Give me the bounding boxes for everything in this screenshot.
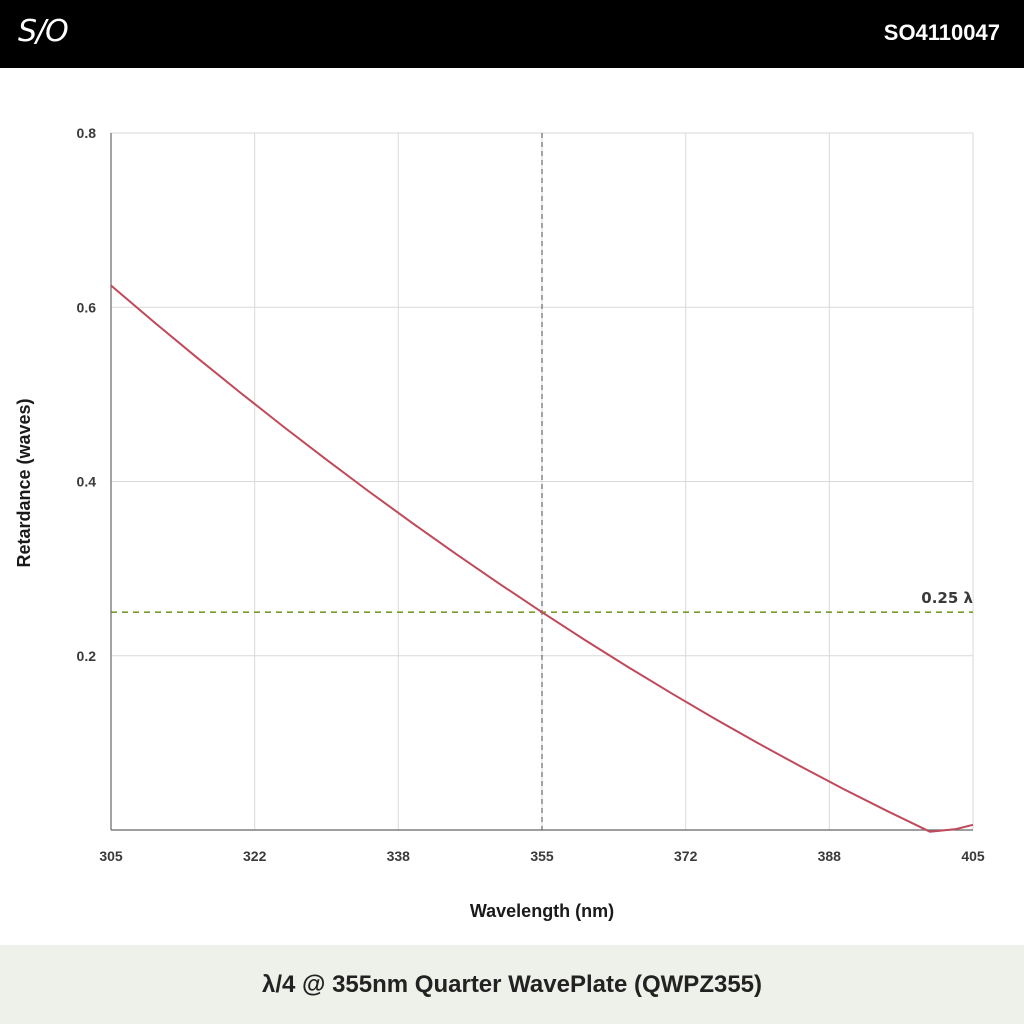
x-tick-label: 338 [387,848,411,864]
x-tick-label: 305 [99,848,123,864]
x-tick-label: 388 [818,848,842,864]
y-tick-label: 0.8 [77,125,97,141]
x-tick-label: 322 [243,848,267,864]
header-bar: S/O SO4110047 [0,0,1024,68]
part-number: SO4110047 [883,20,1000,45]
x-tick-label: 355 [530,848,554,864]
tick-labels: 305 322 338 355 372 388 405 0.2 0.4 0.6 0.8 [77,125,985,864]
retardance-curve [110,284,974,833]
product-title: λ/4 @ 355nm Quarter WavePlate (QWPZ355) [261,970,763,998]
x-tick-label: 372 [674,848,698,864]
grid [110,132,974,830]
footer-bar: λ/4 @ 355nm Quarter WavePlate (QWPZ355) [0,945,1024,1024]
axes [110,133,973,831]
target-retardance-label: 0.25 λ [921,589,973,607]
retardance-chart: 0.25 λ 305 322 338 355 372 388 405 0.2 0.4 0.6 0.8… [14,125,985,921]
x-axis-label: Wavelength (nm) [470,901,614,921]
y-tick-label: 0.6 [77,299,97,315]
y-tick-label: 0.4 [77,474,97,490]
brand-logo: S/O [18,14,69,49]
y-axis-label: Retardance (waves) [14,398,34,567]
y-tick-label: 0.2 [77,648,97,664]
series [110,284,974,833]
x-tick-label: 405 [961,848,985,864]
